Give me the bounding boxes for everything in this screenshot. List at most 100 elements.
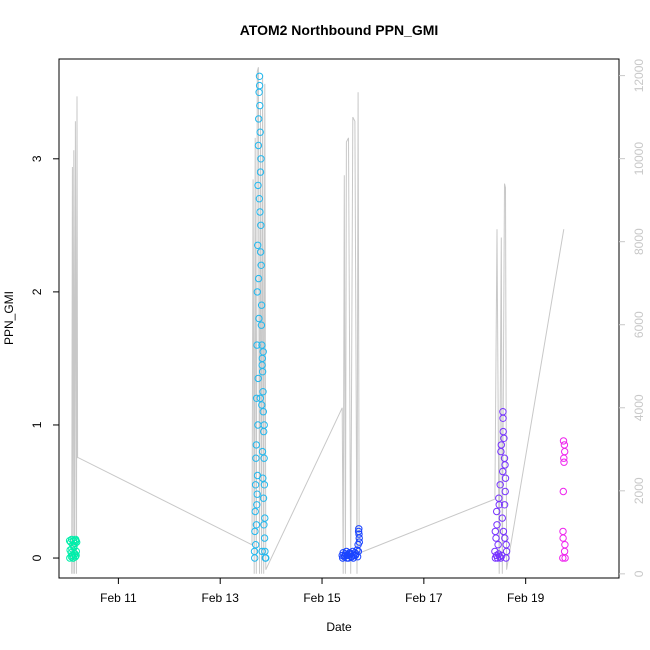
- data-point: [257, 221, 265, 230]
- data-point: [259, 388, 267, 396]
- chart-title: ATOM2 Northbound PPN_GMI: [240, 22, 439, 38]
- data-point: [355, 530, 363, 538]
- data-point: [252, 521, 261, 529]
- data-point: [497, 447, 505, 456]
- data-point: [255, 195, 263, 203]
- data-point: [559, 487, 567, 496]
- data-point: [251, 554, 259, 562]
- data-point: [260, 481, 269, 489]
- data-point: [258, 447, 267, 456]
- data-point: [254, 181, 262, 190]
- data-point: [253, 288, 261, 296]
- data-point: [261, 547, 269, 556]
- y2-tick-label: 0: [632, 570, 646, 577]
- x-axis: Feb 11 Feb 13 Feb 15 Feb 17 Feb 19: [100, 578, 545, 605]
- y-axis-label: PPN_GMI: [2, 291, 16, 345]
- data-point: [498, 514, 506, 522]
- data-point: [495, 494, 503, 502]
- data-point: [254, 274, 263, 283]
- data-point: [69, 537, 78, 545]
- data-point: [354, 527, 363, 536]
- data-point: [251, 527, 259, 536]
- data-point: [256, 101, 264, 110]
- y2-tick-label: 2000: [632, 477, 646, 504]
- data-point: [256, 168, 265, 176]
- data-point: [255, 115, 263, 123]
- data-point: [251, 481, 260, 489]
- data-point: [259, 408, 267, 416]
- y-tick-label: 1: [30, 421, 44, 428]
- data-point: [71, 535, 80, 544]
- data-point: [499, 427, 507, 436]
- data-point: [496, 481, 504, 489]
- data-point: [499, 467, 507, 476]
- x-tick-label: Feb 13: [202, 591, 240, 605]
- y2-tick-label: 8000: [632, 228, 646, 255]
- data-point: [500, 501, 509, 509]
- data-point: [253, 501, 261, 509]
- data-point: [253, 490, 261, 498]
- data-point: [70, 542, 78, 550]
- data-point: [251, 507, 259, 516]
- data-point: [258, 547, 266, 556]
- data-point: [355, 525, 363, 533]
- data-point: [501, 534, 509, 542]
- y2-tick-label: 10000: [632, 142, 646, 176]
- data-point: [559, 554, 567, 562]
- secondary-line-layer: [71, 67, 565, 574]
- data-point: [256, 394, 264, 402]
- data-point: [559, 534, 567, 542]
- data-point: [256, 128, 264, 136]
- data-point: [501, 461, 509, 469]
- data-point: [66, 554, 74, 562]
- y-tick-label: 3: [30, 155, 44, 162]
- data-point: [354, 547, 363, 556]
- data-point: [493, 521, 501, 529]
- data-point: [491, 527, 499, 536]
- data-point: [258, 341, 266, 349]
- points-layer: [65, 72, 569, 562]
- data-point: [260, 454, 268, 462]
- data-point: [355, 538, 363, 546]
- x-tick-label: Feb 17: [405, 591, 443, 605]
- data-point: [501, 474, 510, 482]
- data-point: [257, 155, 265, 163]
- data-point: [260, 421, 268, 429]
- data-point: [260, 534, 269, 542]
- data-point: [254, 241, 262, 250]
- data-point: [253, 341, 261, 349]
- y-axis-right: 0 2000 4000 6000 8000 10000 12000: [619, 59, 646, 577]
- data-point: [254, 374, 262, 383]
- data-point: [258, 401, 266, 409]
- data-point: [257, 301, 266, 309]
- data-point: [560, 458, 568, 466]
- data-point: [252, 441, 260, 449]
- data-point: [353, 553, 362, 561]
- y-tick-label: 2: [30, 288, 44, 295]
- data-point: [502, 554, 510, 562]
- data-point: [257, 261, 265, 269]
- data-point: [252, 394, 261, 402]
- data-point: [255, 72, 264, 81]
- data-point: [69, 554, 77, 562]
- data-point: [561, 554, 569, 562]
- x-axis-label: Date: [326, 620, 352, 634]
- y2-tick-label: 6000: [632, 311, 646, 338]
- data-point: [254, 141, 263, 150]
- data-point: [252, 454, 260, 462]
- data-point: [259, 474, 267, 482]
- secondary-series-line: [71, 67, 565, 574]
- x-tick-label: Feb 19: [507, 591, 545, 605]
- y2-tick-label: 4000: [632, 394, 646, 421]
- data-point: [257, 321, 266, 329]
- x-tick-label: Feb 15: [303, 591, 341, 605]
- y-axis-left: 0 1 2 3: [30, 155, 59, 561]
- data-point: [561, 447, 569, 456]
- data-point: [499, 414, 507, 422]
- data-point: [260, 521, 268, 529]
- y2-tick-label: 12000: [632, 59, 646, 93]
- data-point: [494, 541, 502, 549]
- plot-frame: [58, 58, 620, 579]
